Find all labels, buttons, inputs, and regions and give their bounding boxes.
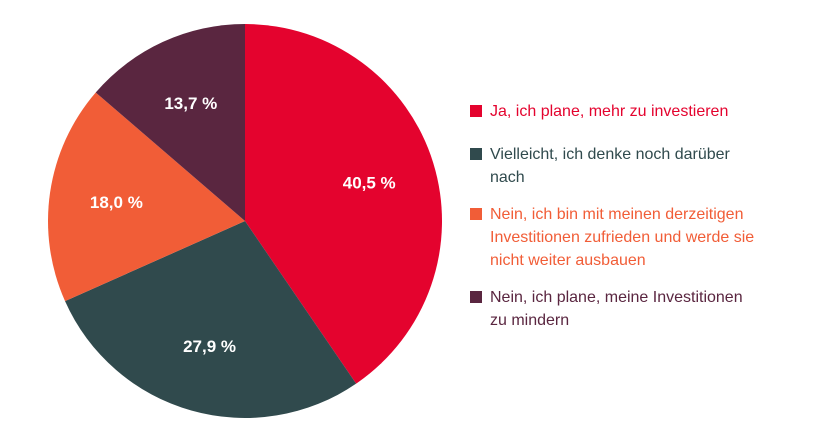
legend-label: Nein, ich bin mit meinen derzeitigen Inv… — [490, 203, 754, 272]
legend-item: Ja, ich plane, mehr zu investieren — [470, 100, 790, 123]
slice-label: 27,9 % — [183, 337, 236, 356]
legend-item: Nein, ich plane, meine Investitionen zu … — [470, 286, 790, 332]
legend-swatch — [470, 208, 482, 220]
legend-line: Nein, ich bin mit meinen derzeitigen — [490, 206, 744, 223]
legend-line: Nein, ich plane, meine Investitionen — [490, 289, 743, 306]
legend-label: Nein, ich plane, meine Investitionen zu … — [490, 286, 743, 332]
legend-label: Vielleicht, ich denke noch darüber nach — [490, 143, 730, 189]
legend-label: Ja, ich plane, mehr zu investieren — [490, 100, 728, 123]
legend-line: Ja, ich plane, mehr zu investieren — [490, 103, 729, 120]
legend-line: zu mindern — [490, 312, 570, 329]
legend-line: nicht weiter ausbauen — [490, 252, 646, 269]
pie-slice — [65, 221, 357, 418]
legend-swatch — [470, 105, 482, 117]
pie-slice — [95, 23, 245, 221]
legend-swatch — [470, 291, 482, 303]
legend-line: Investitionen zufrieden und werde sie — [490, 229, 755, 246]
slice-label: 18,0 % — [90, 193, 143, 212]
slice-label: 40,5 % — [343, 174, 396, 193]
legend-item: Vielleicht, ich denke noch darüber nach — [470, 143, 790, 189]
legend-item: Nein, ich bin mit meinen derzeitigen Inv… — [470, 203, 790, 272]
legend-line: Vielleicht, ich denke noch darüber — [490, 146, 730, 163]
pie-chart: 40,5 % 27,9 % 18,0 % 13,7 % — [48, 23, 442, 418]
legend-swatch — [470, 148, 482, 160]
pie-slice — [48, 92, 246, 302]
legend-line: nach — [490, 169, 525, 186]
legend: Ja, ich plane, mehr zu investieren Viell… — [470, 100, 790, 332]
pie-slice — [245, 24, 442, 384]
slice-label: 13,7 % — [164, 94, 217, 113]
